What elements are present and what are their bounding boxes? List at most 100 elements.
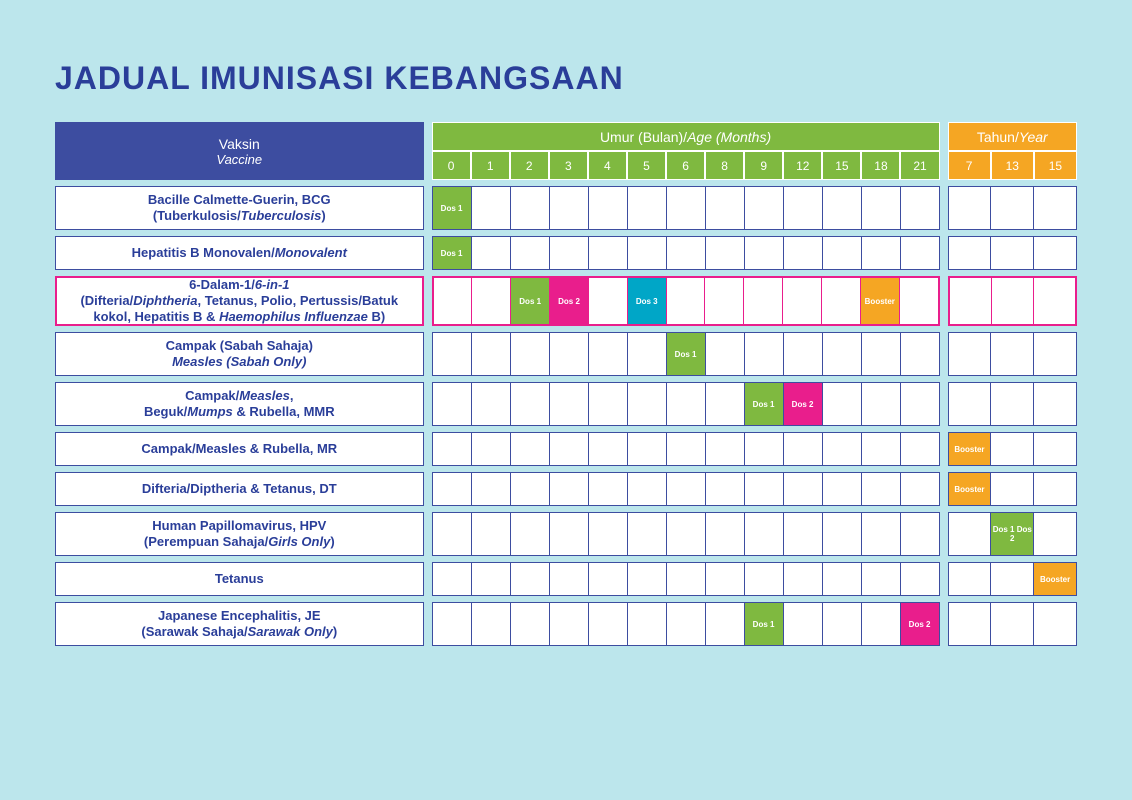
- dose-cell: [823, 383, 862, 425]
- table-row: Campak (Sabah Sahaja)Measles (Sabah Only…: [55, 332, 1077, 376]
- dose-cell: [511, 383, 550, 425]
- dose-cell: [433, 603, 472, 645]
- dose-cell: [628, 513, 667, 555]
- dose-cell: [862, 383, 901, 425]
- years-block: Booster: [948, 472, 1077, 506]
- vaccine-name-cell: 6-Dalam-1/6-in-1(Difteria/Diphtheria, Te…: [55, 276, 424, 326]
- dose-cell: [1034, 513, 1076, 555]
- header-month-cell: 21: [900, 151, 939, 180]
- dose-cell: [706, 333, 745, 375]
- header-months: Umur (Bulan)/Age (Months) 01234568912151…: [432, 122, 940, 180]
- dose-cell: [823, 333, 862, 375]
- dose-cell: [745, 333, 784, 375]
- dose-cell: [862, 603, 901, 645]
- dose-cell: [472, 433, 511, 465]
- months-block: Dos 1Dos 2Dos 3Booster: [432, 276, 940, 326]
- dose-cell: [472, 473, 511, 505]
- dose-cell: [991, 433, 1034, 465]
- rows-container: Bacille Calmette-Guerin, BCG(Tuberkulosi…: [55, 186, 1077, 646]
- dose-cell: [550, 473, 589, 505]
- header-years-title: Tahun/Year: [948, 122, 1077, 151]
- months-block: [432, 432, 940, 466]
- dose-cell: [745, 433, 784, 465]
- dose-cell: Dos 1: [745, 603, 784, 645]
- years-block: Booster: [948, 432, 1077, 466]
- dose-cell: [862, 473, 901, 505]
- dose-cell: [823, 563, 862, 595]
- header-years-cells: 71315: [948, 151, 1077, 180]
- header-month-cell: 8: [705, 151, 744, 180]
- table-row: Hepatitis B Monovalen/MonovalentDos 1: [55, 236, 1077, 270]
- dose-cell: [784, 473, 823, 505]
- header-month-cell: 2: [510, 151, 549, 180]
- dose-cell: [628, 237, 667, 269]
- header-month-cell: 6: [666, 151, 705, 180]
- dose-cell: [1034, 603, 1076, 645]
- dose-cell: [862, 187, 901, 229]
- header-vaccine-sub: Vaccine: [216, 152, 262, 167]
- dose-cell: [706, 603, 745, 645]
- dose-cell: [784, 513, 823, 555]
- dose-cell: [589, 383, 628, 425]
- dose-cell: [511, 603, 550, 645]
- dose-cell: [949, 603, 992, 645]
- years-block: Booster: [948, 562, 1077, 596]
- vaccine-name-cell: Bacille Calmette-Guerin, BCG(Tuberkulosi…: [55, 186, 424, 230]
- header-months-title: Umur (Bulan)/Age (Months): [432, 122, 940, 151]
- dose-cell: Booster: [949, 473, 992, 505]
- vaccine-name-cell: Human Papillomavirus, HPV(Perempuan Saha…: [55, 512, 424, 556]
- dose-cell: [589, 187, 628, 229]
- header-month-cell: 12: [783, 151, 822, 180]
- dose-cell: [823, 237, 862, 269]
- dose-cell: [589, 603, 628, 645]
- dose-cell: [901, 563, 939, 595]
- dose-cell: [705, 278, 744, 324]
- dose-cell: [589, 237, 628, 269]
- dose-cell: [667, 187, 706, 229]
- dose-cell: [550, 433, 589, 465]
- dose-cell: [667, 383, 706, 425]
- dose-cell: [472, 237, 511, 269]
- dose-cell: [901, 187, 939, 229]
- dose-cell: Dos 1: [511, 278, 550, 324]
- dose-cell: [901, 333, 939, 375]
- dose-cell: [589, 333, 628, 375]
- dose-cell: [472, 603, 511, 645]
- dose-cell: [706, 433, 745, 465]
- years-block: [948, 276, 1077, 326]
- dose-cell: Dos 2: [784, 383, 823, 425]
- dose-cell: [949, 333, 992, 375]
- dose-cell: [472, 513, 511, 555]
- dose-cell: Booster: [949, 433, 992, 465]
- header-vaccine-label: Vaksin: [219, 136, 260, 152]
- dose-cell: [991, 603, 1034, 645]
- dose-cell: [949, 563, 992, 595]
- header-year-cell: 15: [1034, 151, 1077, 180]
- years-block: [948, 602, 1077, 646]
- dose-cell: [823, 187, 862, 229]
- dose-cell: [550, 563, 589, 595]
- dose-cell: [949, 187, 992, 229]
- dose-cell: [667, 603, 706, 645]
- months-block: Dos 1 Dos 2: [432, 602, 940, 646]
- dose-cell: [1034, 433, 1076, 465]
- header-month-cell: 3: [549, 151, 588, 180]
- dose-cell: Dos 1 Dos 2: [991, 513, 1034, 555]
- dose-cell: [784, 187, 823, 229]
- header-months-label: Umur (Bulan)/: [600, 129, 687, 145]
- dose-cell: [628, 603, 667, 645]
- dose-cell: Dos 2: [901, 603, 939, 645]
- dose-cell: [706, 473, 745, 505]
- dose-cell: [862, 513, 901, 555]
- dose-cell: [511, 187, 550, 229]
- dose-cell: [628, 433, 667, 465]
- dose-cell: [822, 278, 861, 324]
- dose-cell: Booster: [861, 278, 900, 324]
- years-block: [948, 332, 1077, 376]
- dose-cell: [784, 563, 823, 595]
- dose-cell: [628, 187, 667, 229]
- dose-cell: [511, 513, 550, 555]
- header-month-cell: 0: [432, 151, 471, 180]
- dose-cell: [472, 383, 511, 425]
- dose-cell: [823, 433, 862, 465]
